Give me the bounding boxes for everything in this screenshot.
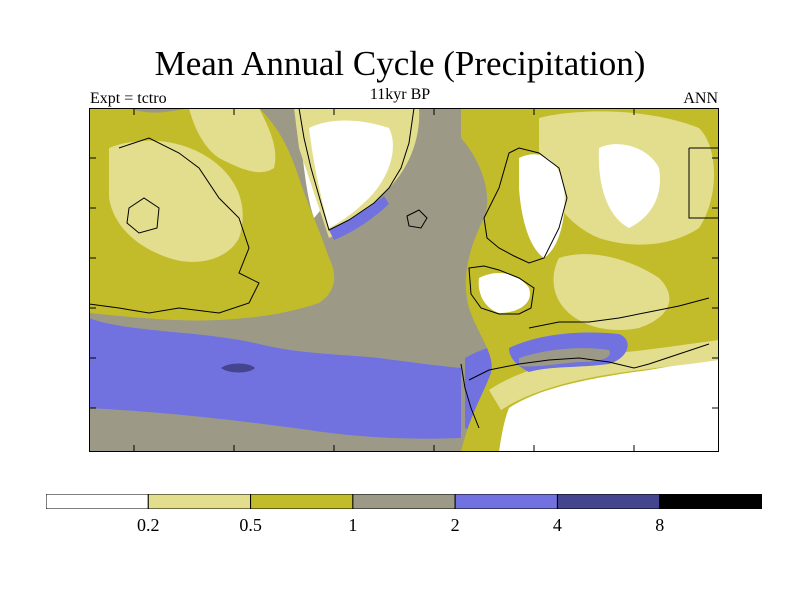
colorbar-swatch-1	[147, 494, 252, 509]
map-frame	[89, 108, 719, 452]
colorbar-swatch-3	[352, 494, 456, 509]
colorbar-swatch-4	[454, 494, 558, 509]
map-frame-ticks	[89, 108, 719, 452]
wet-core	[221, 363, 255, 373]
colorbar-swatch-0	[46, 494, 149, 509]
coastline-greenland	[298, 108, 415, 231]
coastline-med-north	[528, 297, 710, 329]
scandinavia-dry	[519, 154, 565, 258]
landmass-east-light-2	[553, 254, 670, 330]
sahara-dry	[499, 358, 719, 452]
colorbar-swatch-5	[556, 494, 661, 509]
landmass-west-light-2	[189, 108, 276, 173]
east-dry	[598, 144, 660, 228]
colorbar-tick-label: 0.2	[137, 515, 160, 535]
coastline-iceland	[406, 209, 428, 229]
colorbar-tick-label: 2	[450, 515, 460, 535]
mediterranean-ocean	[519, 348, 610, 367]
iberia-dry	[478, 273, 530, 313]
precipitation-map	[89, 108, 719, 452]
colorbar-tick-label: 1	[348, 515, 358, 535]
colorbar-labels: 0.2 0.5 1 2 4 8	[46, 515, 762, 537]
season-label: ANN	[683, 90, 718, 107]
map-subtitle: 11kyr BP	[369, 86, 431, 103]
coastline-west	[89, 137, 260, 314]
colorbar-tick-label: 4	[552, 515, 562, 535]
colorbar	[46, 494, 762, 509]
colorbar-tick-label: 8	[655, 515, 665, 535]
coastline-africa-west	[460, 363, 480, 429]
coastlines	[89, 108, 719, 429]
colorbar-swatch-6	[659, 494, 762, 509]
experiment-label: Expt = tctro	[90, 90, 167, 107]
coastline-scandinavia	[483, 147, 568, 264]
coastline-hudson	[126, 197, 160, 234]
sahara-margin-light	[489, 340, 719, 410]
colorbar-tick-label: 0.5	[239, 515, 262, 535]
coastline-europe	[468, 265, 535, 315]
wet-band-west	[89, 318, 461, 439]
greenland-ice	[309, 120, 393, 228]
colorbar-swatch-2	[250, 494, 354, 509]
coastline-med-south	[468, 343, 710, 381]
coastline-east-box	[688, 147, 719, 219]
greenland-wet-edge	[329, 196, 389, 240]
map-title: Mean Annual Cycle (Precipitation)	[154, 44, 646, 83]
